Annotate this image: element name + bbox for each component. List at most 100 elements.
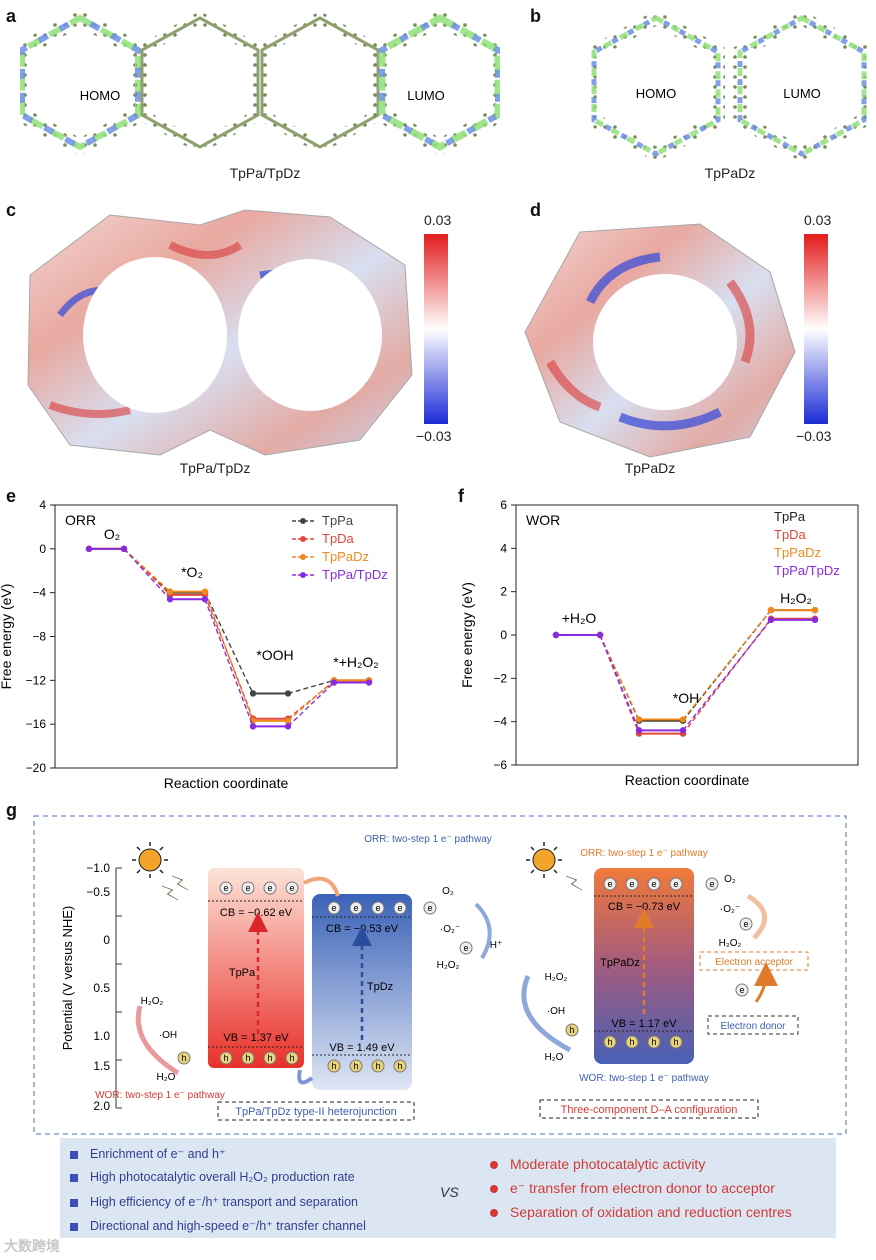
panel-letter-f: f	[458, 486, 464, 506]
data-point-TpPa/TpDz	[635, 727, 643, 734]
feature-right-item: e⁻ transfer from electron donor to accep…	[490, 1180, 775, 1197]
tppa-band	[208, 868, 304, 1068]
data-point-TpPa/TpDz	[365, 679, 373, 686]
feature-left-item: High efficiency of e⁻/h⁺ transport and s…	[70, 1194, 358, 1209]
data-point-TpPa/TpDz	[249, 723, 257, 730]
panel-c-esp-map	[27, 209, 413, 456]
hole-transfer-arrow	[297, 1069, 314, 1085]
y-axis-label: Free energy (eV)	[459, 582, 475, 688]
tpdz-vb-label: VB = 1.49 eV	[329, 1042, 395, 1054]
electron-label: e	[397, 903, 402, 913]
orr-left-hplus: H⁺	[490, 940, 503, 951]
square-bullet-icon	[70, 1173, 78, 1182]
connector-TpDa	[204, 594, 254, 719]
connector-TpPa/TpDz	[599, 634, 640, 731]
scheme-tick: −1.0	[86, 861, 110, 875]
orbital-ring-b-homo	[590, 12, 725, 162]
electron-label: e	[245, 883, 250, 893]
lumo-label-b: LUMO	[783, 86, 821, 101]
hole-label: h	[181, 1053, 186, 1063]
electron-label: e	[375, 903, 380, 913]
hole-label: h	[267, 1053, 272, 1063]
caption-b: TpPaDz	[704, 165, 756, 181]
hole-label: h	[223, 1053, 228, 1063]
electron-label: e	[427, 903, 432, 913]
orr-right-arrow	[746, 893, 767, 940]
electron-label: e	[353, 903, 358, 913]
panel-g-scheme: Potential (V versus NHE) −1.0 −0.5 0 0.5…	[33, 815, 847, 1135]
y-tick-label: 0	[39, 542, 46, 556]
da-caption-box	[539, 1099, 759, 1119]
scheme-ticks: −1.0 −0.5 0 0.5 1.0 1.5 2.0	[86, 861, 122, 1113]
wor-left-h2o2: H₂O₂	[141, 996, 164, 1007]
donor-box	[707, 1015, 799, 1035]
legend-dot-TpPa	[300, 518, 306, 524]
y-tick-label: −2	[493, 671, 507, 685]
legend-entry: TpPa/TpDz	[774, 563, 840, 578]
caption-a: TpPa/TpDz	[229, 165, 301, 181]
colorbar-d-max: 0.03	[804, 212, 832, 228]
hole-label: h	[397, 1061, 402, 1071]
hole-icon	[565, 1023, 579, 1037]
colorbar-c-min: −0.03	[416, 428, 452, 444]
feature-left-text: Directional and high-speed e⁻/h⁺ transfe…	[90, 1219, 366, 1233]
legend-entry: TpDa	[774, 527, 807, 542]
connector-TpPaDz	[599, 634, 640, 720]
electron-label: e	[629, 879, 634, 889]
data-point-TpPaDz	[767, 606, 775, 614]
state-label: *+H₂O₂	[333, 654, 379, 670]
tpdz-cb-label: CB = −0.53 eV	[326, 923, 399, 935]
electron-icon	[705, 877, 719, 891]
data-point-TpPa/TpDz	[330, 679, 338, 686]
wor-left-arrow	[135, 1005, 180, 1076]
orbital-ring-4	[374, 10, 500, 157]
y-tick-label: 0	[500, 628, 507, 642]
hole-label: h	[673, 1037, 678, 1047]
electron-group-tppadz: e e e e	[603, 877, 683, 891]
tpdz-name: TpDz	[367, 981, 393, 993]
electron-label: e	[739, 985, 744, 995]
homo-label-a: HOMO	[80, 88, 120, 103]
hetero-caption: TpPa/TpDz type-II heterojunction	[235, 1106, 396, 1118]
state-label: *OOH	[256, 647, 293, 663]
panel-letter-c: c	[6, 200, 17, 220]
orr-right-label: ORR: two-step 1 e⁻ pathway	[580, 848, 708, 859]
chart-f: 6 4 2 0 −2 −4 −6 Free energy (eV) Reaction coord…	[459, 498, 859, 788]
state-label: *O₂	[181, 564, 203, 580]
panel-a-orbitals: HOMO LUMO	[20, 10, 500, 157]
feature-left-item: Directional and high-speed e⁻/h⁺ transfe…	[70, 1218, 366, 1233]
panel-letter-b: b	[530, 6, 541, 26]
data-point-TpPa/TpDz	[552, 631, 560, 639]
lumo-label-a: LUMO	[407, 88, 445, 103]
scheme-axis-label: Potential (V versus NHE)	[60, 906, 75, 1051]
wor-right-h2o2: H₂O₂	[545, 972, 568, 983]
y-tick-label: 4	[500, 541, 507, 555]
data-point-TpPaDz	[166, 588, 174, 595]
feature-left-text: Enrichment of e⁻ and h⁺	[90, 1147, 226, 1161]
colorbar-c-max: 0.03	[424, 212, 452, 228]
donor-to-acceptor-arrow	[753, 962, 778, 1003]
tppadz-vb-label: VB = 1.17 eV	[611, 1018, 677, 1030]
data-point-TpPaDz	[201, 588, 209, 595]
legend-entry: TpPaDz	[322, 549, 369, 564]
electron-label: e	[607, 879, 612, 889]
dot-bullet-icon	[490, 1161, 498, 1170]
scheme-tick: 1.5	[93, 1059, 110, 1073]
electron-label: e	[267, 883, 272, 893]
electron-label: e	[331, 903, 336, 913]
connector-TpPaDz	[287, 679, 335, 722]
scheme-frame	[33, 815, 847, 1135]
connector-TpPa/TpDz	[204, 598, 254, 727]
reaction-label: WOR	[526, 512, 560, 528]
y-tick-label: −12	[26, 673, 47, 687]
orr-left-label: ORR: two-step 1 e⁻ pathway	[364, 834, 492, 845]
caption-c: TpPa/TpDz	[179, 460, 251, 476]
orr-right-h2o2: H₂O₂	[719, 938, 742, 949]
hetero-caption-box	[217, 1101, 415, 1121]
panel-letter-a: a	[6, 6, 17, 26]
tppa-cb-label: CB = −0.62 eV	[220, 907, 293, 919]
electron-group-tpdz: e e e e	[327, 901, 407, 915]
sun-icon	[132, 842, 168, 878]
data-point-TpPa/TpDz	[166, 596, 174, 603]
hole-label: h	[353, 1061, 358, 1071]
